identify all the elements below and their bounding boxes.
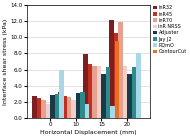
Bar xyxy=(114,33,118,118)
Legend: inR32, inR45, inR70, inR NRSS, Adjuster, Jay J2, RQmO, ContourCut: inR32, inR45, inR70, inR NRSS, Adjuster,… xyxy=(153,5,187,54)
Bar xyxy=(41,100,46,118)
Bar xyxy=(46,104,50,118)
Bar xyxy=(55,94,59,118)
Bar xyxy=(85,104,89,118)
Bar xyxy=(127,74,132,118)
Bar xyxy=(50,95,55,118)
Bar xyxy=(88,64,93,118)
Bar xyxy=(110,106,115,118)
Bar xyxy=(62,96,67,118)
Bar xyxy=(37,98,41,118)
Bar xyxy=(123,66,127,118)
Bar xyxy=(118,22,123,118)
Bar xyxy=(58,91,62,118)
Bar xyxy=(32,96,37,118)
Bar xyxy=(101,74,106,118)
X-axis label: Horizontal Displacement (mm): Horizontal Displacement (mm) xyxy=(40,130,137,135)
Bar xyxy=(67,97,71,118)
Bar xyxy=(59,70,64,118)
Bar xyxy=(71,100,76,118)
Bar xyxy=(109,20,114,118)
Bar xyxy=(93,66,97,118)
Bar xyxy=(132,67,136,118)
Bar xyxy=(76,93,80,118)
Bar xyxy=(83,54,88,118)
Y-axis label: Interface shear stress (kPa): Interface shear stress (kPa) xyxy=(3,18,8,105)
Bar xyxy=(136,53,141,118)
Bar xyxy=(97,66,101,118)
Bar xyxy=(115,41,119,118)
Bar xyxy=(106,67,110,118)
Bar xyxy=(80,92,85,118)
